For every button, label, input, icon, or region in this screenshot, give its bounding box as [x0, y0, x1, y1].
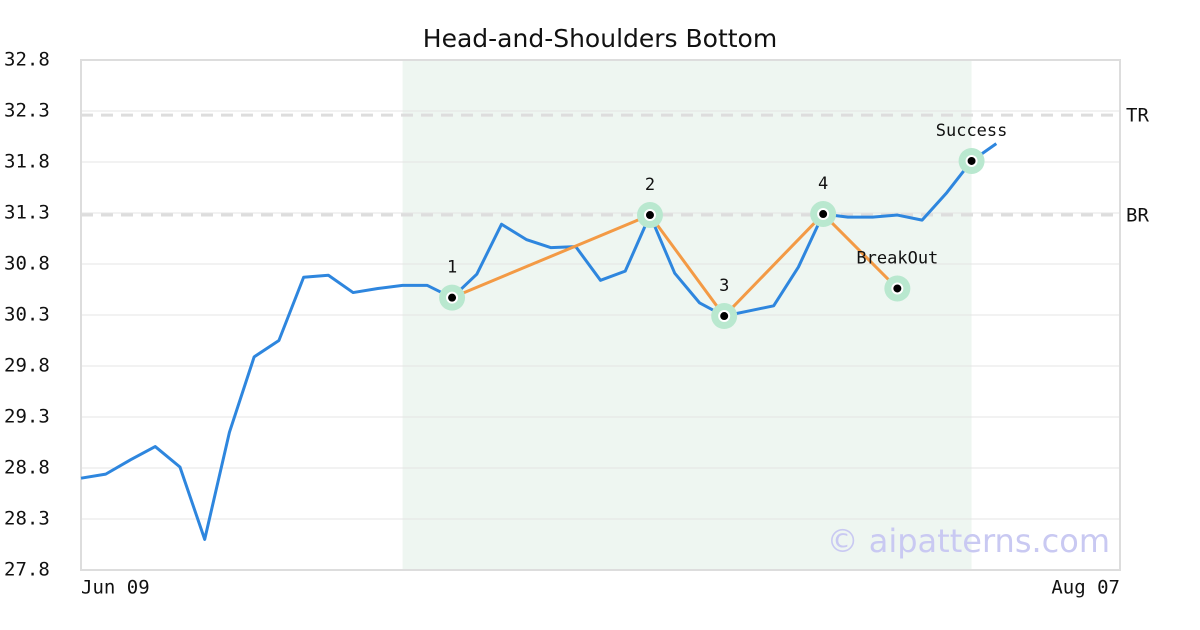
y-tick-label: 27.8	[4, 559, 50, 581]
y-tick-label: 32.3	[4, 100, 50, 122]
y-tick-label: 31.8	[4, 151, 50, 173]
marker-label: 3	[719, 276, 729, 296]
y-tick-label: 29.8	[4, 355, 50, 377]
y-tick-label: 28.3	[4, 508, 50, 530]
marker-label: 4	[818, 174, 828, 194]
y-tick-label: 32.8	[4, 49, 50, 71]
marker-dot	[817, 208, 830, 221]
y-tick-label: 28.8	[4, 457, 50, 479]
y-tick-label: 30.3	[4, 304, 50, 326]
marker-label: BreakOut	[856, 248, 938, 268]
marker-dot	[643, 209, 656, 222]
marker-dot	[965, 154, 978, 167]
price-line	[80, 142, 998, 541]
plot-frame	[80, 59, 1121, 571]
chart-title: Head-and-Shoulders Bottom	[423, 24, 777, 53]
y-tick-label: 29.3	[4, 406, 50, 428]
x-tick-label: Aug 07	[1051, 577, 1120, 599]
marker-dot	[446, 291, 459, 304]
y-tick-label: 30.8	[4, 253, 50, 275]
marker-label: 1	[447, 258, 457, 278]
marker-label: Success	[936, 121, 1008, 141]
level-label: BR	[1126, 205, 1149, 227]
x-tick-label: Jun 09	[81, 577, 150, 599]
level-label: TR	[1126, 105, 1149, 127]
y-tick-label: 31.3	[4, 202, 50, 224]
marker-dot	[718, 310, 731, 323]
marker-dot	[891, 282, 904, 295]
marker-label: 2	[645, 175, 655, 195]
watermark: © aipatterns.com	[827, 522, 1110, 560]
